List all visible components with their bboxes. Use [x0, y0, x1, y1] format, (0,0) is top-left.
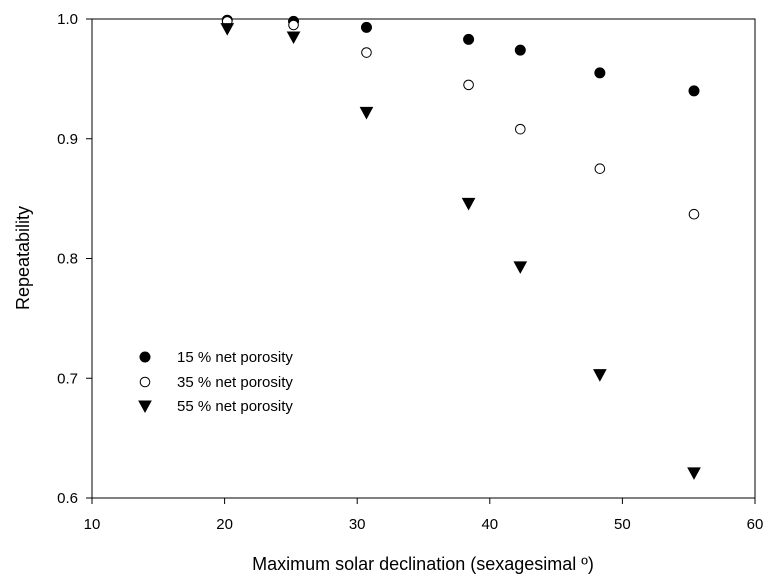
- x-tick-label: 40: [481, 516, 498, 533]
- data-point-s1: [594, 67, 606, 79]
- y-tick-label: 0.9: [57, 131, 78, 148]
- x-tick-label: 20: [216, 516, 233, 533]
- legend-marker-s3: [138, 400, 152, 414]
- y-tick-label: 0.7: [57, 370, 78, 387]
- data-point-s2: [594, 163, 606, 174]
- data-point-s2: [361, 47, 372, 58]
- data-point-s3: [220, 23, 235, 36]
- x-axis-label: Maximum solar declination (sexagesimal º…: [252, 554, 594, 574]
- y-axis: 0.6 0.7 0.8 0.9 1.0: [57, 11, 92, 507]
- data-point-s3: [593, 369, 607, 382]
- data-point-s1: [360, 21, 372, 33]
- data-point-s3: [513, 261, 528, 274]
- data-point-s3: [359, 106, 374, 120]
- x-tick-label: 30: [349, 516, 366, 533]
- data-point-s3: [461, 197, 476, 211]
- legend-label-s2: 35 % net porosity: [177, 374, 293, 391]
- y-tick-label: 0.8: [57, 251, 78, 268]
- data-points: [220, 14, 701, 480]
- y-axis-label: Repeatability: [13, 206, 33, 310]
- x-axis: 10 20 30 40 50 60: [84, 498, 763, 533]
- legend-marker-s2: [139, 376, 151, 388]
- legend-label-s1: 15 % net porosity: [177, 349, 293, 366]
- data-point-s1: [688, 85, 700, 97]
- data-point-s1: [514, 44, 526, 56]
- data-point-s2: [463, 79, 474, 91]
- data-point-s3: [286, 31, 301, 45]
- legend: 15 % net porosity 35 % net porosity 55 % n…: [138, 349, 293, 415]
- data-point-s3: [687, 467, 701, 480]
- plot-frame: [91, 18, 756, 499]
- x-tick-label: 50: [614, 516, 631, 533]
- legend-label-s3: 55 % net porosity: [177, 398, 293, 415]
- y-tick-label: 1.0: [57, 11, 78, 28]
- legend-marker-s1: [139, 351, 151, 363]
- data-point-s2: [688, 208, 700, 220]
- x-tick-label: 10: [84, 516, 101, 533]
- x-tick-label: 60: [747, 516, 763, 533]
- y-tick-label: 0.6: [57, 490, 78, 507]
- data-point-s2: [288, 19, 299, 31]
- data-point-s1: [463, 33, 475, 45]
- data-point-s2: [514, 123, 526, 135]
